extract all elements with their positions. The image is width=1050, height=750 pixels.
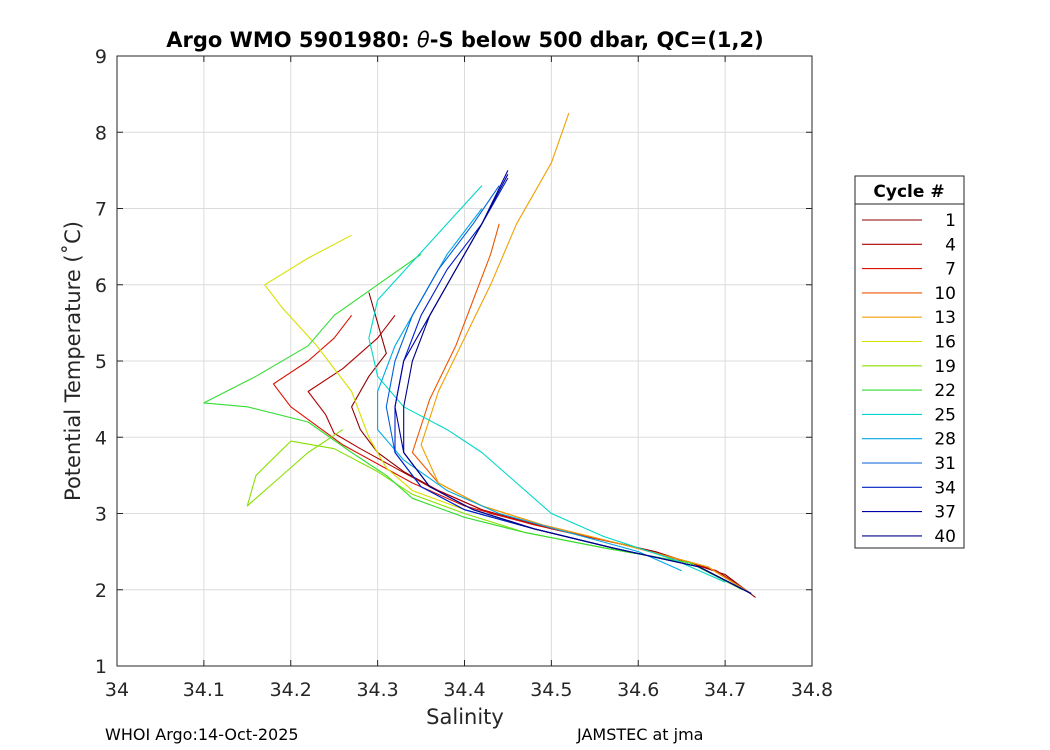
legend-label-cycle-31: 31 — [934, 454, 956, 474]
x-tick-label: 34.7 — [704, 679, 746, 701]
legend-entries: 1 4 7 10 13 16 19 22 25 28 31 34 37 40 — [862, 211, 956, 547]
y-tick-label: 4 — [95, 427, 107, 449]
y-tick-labels: 1 2 3 4 5 6 7 8 9 — [95, 46, 812, 678]
series-line-cycle-40 — [403, 173, 752, 595]
legend-label-cycle-16: 16 — [934, 333, 956, 353]
footer-credit: WHOI Argo:14-Oct-2025 — [105, 725, 299, 744]
legend-label-cycle-19: 19 — [934, 357, 956, 377]
series-line-cycle-13 — [420, 113, 752, 595]
series-lines — [203, 113, 756, 598]
legend: Cycle # 1 4 7 10 13 16 19 22 25 28 31 34 37 40 — [854, 175, 965, 549]
x-tick-label: 34.5 — [530, 679, 572, 701]
x-tick-label: 34.4 — [443, 679, 485, 701]
legend-label-cycle-34: 34 — [934, 478, 956, 498]
legend-label-cycle-1: 1 — [945, 211, 956, 231]
legend-label-cycle-22: 22 — [934, 381, 956, 401]
footer-source: JAMSTEC at jma — [577, 725, 704, 744]
y-tick-label: 3 — [95, 504, 107, 526]
legend-label-cycle-10: 10 — [934, 284, 956, 304]
y-tick-label: 7 — [95, 199, 107, 221]
legend-label-cycle-40: 40 — [934, 527, 956, 547]
legend-label-cycle-13: 13 — [934, 308, 956, 328]
y-tick-label: 5 — [95, 351, 107, 373]
x-tick-label: 34 — [105, 679, 129, 701]
x-tick-label: 34.3 — [356, 679, 398, 701]
x-axis-label: Salinity — [426, 705, 504, 729]
legend-label-cycle-4: 4 — [945, 235, 956, 255]
y-axis-label: Potential Temperature (˚C) — [61, 221, 85, 501]
series-line-cycle-25 — [368, 185, 726, 583]
y-tick-label: 1 — [95, 656, 107, 678]
x-tick-label: 34.8 — [791, 679, 833, 701]
grid-lines — [117, 56, 812, 666]
y-tick-label: 9 — [95, 46, 107, 68]
legend-label-cycle-37: 37 — [934, 503, 956, 523]
series-line-cycle-22 — [203, 253, 743, 591]
legend-title: Cycle # — [873, 182, 944, 202]
x-tick-label: 34.1 — [183, 679, 225, 701]
y-tick-label: 8 — [95, 122, 107, 144]
chart-title: Argo WMO 5901980: θ-S below 500 dbar, QC… — [166, 28, 763, 52]
legend-label-cycle-28: 28 — [934, 430, 956, 450]
x-tick-label: 34.2 — [270, 679, 312, 701]
y-tick-label: 6 — [95, 275, 107, 297]
x-tick-labels: 34 34.1 34.2 34.3 34.4 34.5 34.6 34.7 34.8 — [105, 56, 833, 701]
legend-label-cycle-25: 25 — [934, 405, 956, 425]
y-tick-label: 2 — [95, 580, 107, 602]
legend-box — [854, 175, 965, 549]
legend-label-cycle-7: 7 — [945, 260, 956, 280]
x-tick-label: 34.6 — [617, 679, 659, 701]
